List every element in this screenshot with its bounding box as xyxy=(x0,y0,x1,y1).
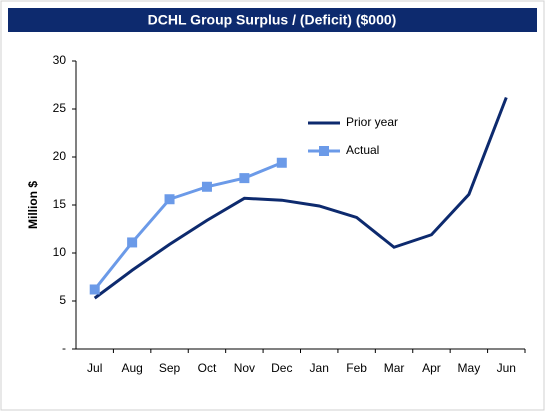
y-tick-label: 5 xyxy=(59,293,66,307)
series-line xyxy=(93,96,508,300)
x-tick-label: Oct xyxy=(198,361,217,375)
x-tick-label: Apr xyxy=(422,361,441,375)
legend-label: Prior year xyxy=(346,115,398,129)
legend-marker xyxy=(319,146,329,156)
chart-title: DCHL Group Surplus / (Deficit) ($000) xyxy=(148,12,397,28)
y-tick-label: 30 xyxy=(53,53,67,67)
x-tick-label: Sep xyxy=(159,361,181,375)
series-marker xyxy=(127,237,138,248)
x-tick-label: Jun xyxy=(497,361,516,375)
x-tick-label: Nov xyxy=(234,361,255,375)
series-marker xyxy=(164,194,175,205)
y-axis-label: Million $ xyxy=(26,181,40,229)
y-tick-label: 20 xyxy=(53,149,67,163)
title-bar xyxy=(8,8,537,32)
series-marker xyxy=(239,173,250,184)
x-tick-label: Mar xyxy=(384,361,405,375)
series-marker xyxy=(276,157,287,168)
y-tick-label: 10 xyxy=(53,245,67,259)
series-line xyxy=(93,161,283,291)
x-tick-label: May xyxy=(458,361,481,375)
x-tick-label: Aug xyxy=(121,361,142,375)
x-tick-label: Jul xyxy=(87,361,102,375)
y-tick-label: 15 xyxy=(53,197,67,211)
series-marker xyxy=(201,181,212,192)
x-tick-label: Feb xyxy=(346,361,367,375)
x-tick-label: Dec xyxy=(271,361,292,375)
legend-label: Actual xyxy=(346,143,379,157)
x-tick-label: Jan xyxy=(310,361,329,375)
y-tick-label: - xyxy=(62,341,66,355)
y-tick-label: 25 xyxy=(53,101,67,115)
series-marker xyxy=(89,284,100,295)
